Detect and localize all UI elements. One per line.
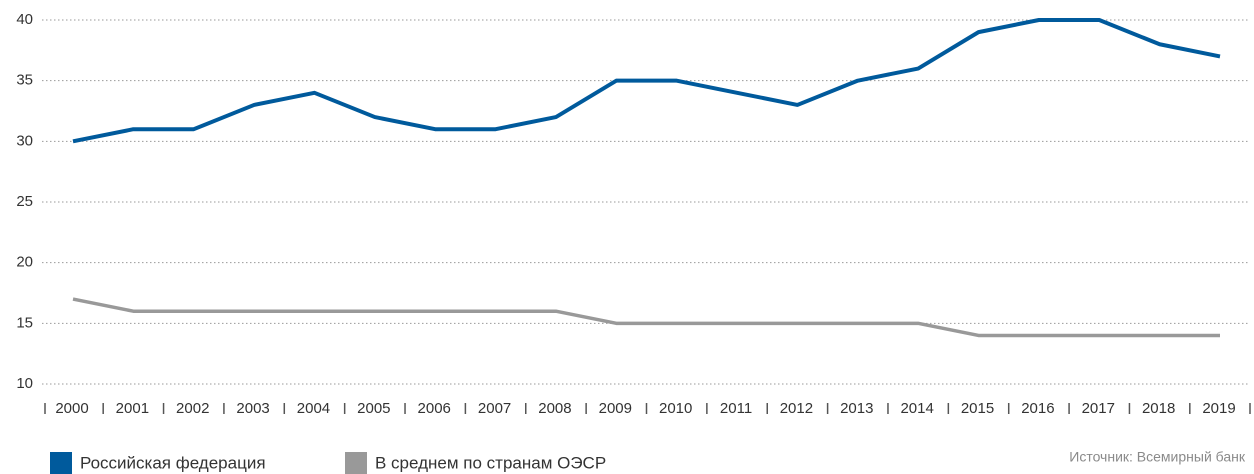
x-tick-label: 2017	[1082, 400, 1115, 417]
y-tick-label: 30	[16, 132, 33, 149]
y-tick-label: 15	[16, 314, 33, 331]
x-tick-label: 2001	[116, 400, 149, 417]
legend-swatch	[345, 452, 367, 474]
series-line	[72, 297, 1220, 338]
x-tick-label: 2014	[900, 400, 933, 417]
legend-label: Российская федерация	[80, 453, 266, 472]
x-tick-label: 2004	[297, 400, 330, 417]
x-tick-label: 2015	[961, 400, 994, 417]
y-tick-label: 35	[16, 72, 33, 89]
x-tick-label: 2019	[1202, 400, 1235, 417]
x-tick-label: 2003	[236, 400, 269, 417]
x-tick-label: 2000	[55, 400, 88, 417]
x-tick-label: 2010	[659, 400, 692, 417]
legend-label: В среднем по странам ОЭСР	[375, 453, 606, 472]
x-tick-label: 2002	[176, 400, 209, 417]
x-tick-label: 2016	[1021, 400, 1054, 417]
y-tick-label: 20	[16, 254, 33, 271]
x-tick-label: 2006	[418, 400, 451, 417]
x-tick-label: 2012	[780, 400, 813, 417]
x-tick-label: 2011	[720, 400, 752, 417]
series-line	[72, 18, 1221, 144]
x-tick-label: 2018	[1142, 400, 1175, 417]
y-tick-label: 10	[16, 375, 33, 392]
y-tick-label: 40	[16, 11, 33, 28]
legend-swatch	[50, 452, 72, 474]
x-tick-label: 2005	[357, 400, 390, 417]
x-tick-label: 2008	[538, 400, 571, 417]
x-tick-label: 2009	[599, 400, 632, 417]
y-tick-label: 25	[16, 193, 33, 210]
x-tick-label: 2013	[840, 400, 873, 417]
source-note: Источник: Всемирный банк	[1069, 449, 1246, 465]
x-tick-label: 2007	[478, 400, 511, 417]
